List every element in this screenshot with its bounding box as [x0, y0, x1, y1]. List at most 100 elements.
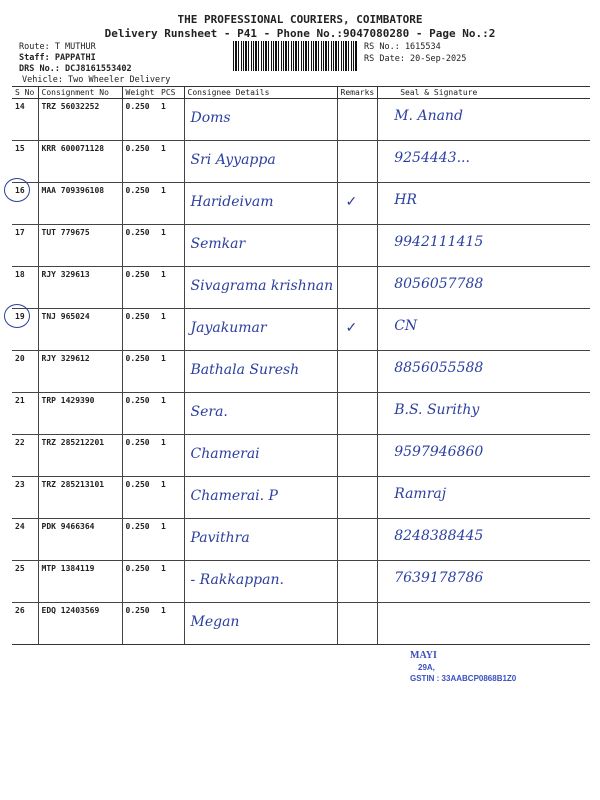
table-row: 25 MTP 1384119 0.250 1 - Rakkappan. 763917878… [12, 560, 590, 603]
cons-text: KRR 600071128 [41, 144, 105, 153]
handwritten-signature: CN [394, 318, 418, 334]
cons-text: TRZ 56032252 [41, 102, 100, 111]
weight-text: 0.250 [125, 606, 150, 615]
consignee-cell: Semkar [183, 224, 337, 267]
handwritten-consignee: Jayakumar [190, 320, 267, 336]
sno-cell: 14 [12, 98, 38, 141]
weight-cell: 0.250 [121, 266, 158, 309]
signature-cell: 9254443... [377, 140, 590, 183]
consignment-cell: KRR 600071128 [37, 140, 122, 183]
remarks-cell: ✓ [336, 308, 378, 351]
pcs-cell: 1 [158, 518, 184, 561]
remarks-cell [336, 434, 378, 477]
signature-cell: 8248388445 [377, 518, 590, 561]
remarks-cell [336, 392, 378, 435]
signature-cell: Ramraj [377, 476, 590, 519]
rs-no: RS No.: 1615534 [364, 42, 441, 52]
signature-cell: HR [377, 182, 590, 225]
table-row: 17 TUT 779675 0.250 1 Semkar 9942111415 [12, 224, 590, 267]
signature-cell: 7639178786 [377, 560, 590, 603]
consignment-cell: TRZ 56032252 [37, 98, 122, 141]
cons-text: MAA 709396108 [41, 186, 105, 195]
consignment-cell: MTP 1384119 [37, 560, 122, 603]
handwritten-signature: 8248388445 [394, 528, 484, 544]
col-consignee: Consignee Details [183, 86, 337, 99]
sno-text: 21 [15, 396, 25, 405]
stamp-gstin: GSTIN : 33AABCP0868B1Z0 [410, 674, 517, 683]
weight-cell: 0.250 [121, 518, 158, 561]
handwritten-remarks: ✓ [345, 194, 358, 210]
remarks-cell [336, 224, 378, 267]
sno-cell: 17 [12, 224, 38, 267]
pcs-cell: 1 [158, 392, 184, 435]
remarks-cell [336, 476, 378, 519]
signature-cell: 9597946860 [377, 434, 590, 477]
pcs-cell: 1 [158, 140, 184, 183]
col-signature: Seal & Signature [377, 86, 590, 99]
rs-date: RS Date: 20-Sep-2025 [364, 54, 467, 64]
pcs-cell: 1 [158, 224, 184, 267]
table-row: 14 TRZ 56032252 0.250 1 Doms M. Anand [12, 98, 590, 141]
pcs-cell: 1 [158, 266, 184, 309]
cons-text: PDK 9466364 [41, 522, 95, 531]
consignment-cell: TNJ 965024 [37, 308, 122, 351]
cons-text: TRZ 285213101 [41, 480, 105, 489]
pcs-text: 1 [161, 228, 166, 237]
consignment-cell: TRZ 285212201 [37, 434, 122, 477]
pcs-cell: 1 [158, 308, 184, 351]
staff: Staff: PAPPATHI [19, 53, 96, 63]
remarks-cell [336, 602, 378, 645]
sno-cell: 19 [4, 304, 38, 351]
table-row: 16 MAA 709396108 0.250 1 Harideivam ✓ HR [4, 178, 590, 225]
weight-cell: 0.250 [121, 476, 158, 519]
barcode [233, 41, 358, 71]
cons-text: RJY 329613 [41, 270, 90, 279]
stamp-address: 29A, [418, 663, 435, 672]
handwritten-signature: 9942111415 [394, 234, 484, 250]
weight-text: 0.250 [125, 438, 150, 447]
remarks-cell [336, 518, 378, 561]
remarks-cell [336, 98, 378, 141]
sno-text: 23 [15, 480, 25, 489]
sno-text: 24 [15, 522, 25, 531]
handwritten-consignee: Chamerai. P [190, 488, 278, 504]
weight-cell: 0.250 [121, 308, 158, 351]
col-consignment: Consignment No [37, 86, 122, 99]
remarks-cell [336, 560, 378, 603]
handwritten-consignee: Doms [190, 110, 231, 126]
pcs-text: 1 [161, 522, 166, 531]
table-row: 19 TNJ 965024 0.250 1 Jayakumar ✓ CN [4, 304, 590, 351]
sno-text: 15 [15, 144, 25, 153]
sno-cell: 15 [12, 140, 38, 183]
weight-cell: 0.250 [121, 182, 158, 225]
handwritten-signature: 9597946860 [394, 444, 484, 460]
handwritten-signature: Ramraj [394, 486, 447, 502]
weight-cell: 0.250 [121, 350, 158, 393]
cons-text: TNJ 965024 [41, 312, 90, 321]
route: Route: T MUTHUR [19, 42, 96, 52]
table-row: 20 RJY 329612 0.250 1 Bathala Suresh 88560555… [12, 350, 590, 393]
weight-cell: 0.250 [121, 140, 158, 183]
signature-cell: B.S. Surithy [377, 392, 590, 435]
consignment-cell: PDK 9466364 [37, 518, 122, 561]
handwritten-consignee: Bathala Suresh [190, 362, 300, 378]
sno-text: 14 [15, 102, 25, 111]
sno-cell: 24 [12, 518, 38, 561]
handwritten-remarks: ✓ [345, 320, 358, 336]
weight-text: 0.250 [125, 354, 150, 363]
col-sno: S No [12, 86, 38, 99]
pcs-text: 1 [161, 354, 166, 363]
seal-stamp: MAYI 29A, GSTIN : 33AABCP0868B1Z0 [410, 650, 516, 684]
weight-text: 0.250 [125, 186, 150, 195]
consignment-cell: RJY 329613 [37, 266, 122, 309]
weight-cell: 0.250 [121, 560, 158, 603]
weight-text: 0.250 [125, 270, 150, 279]
weight-text: 0.250 [125, 480, 150, 489]
table-row: 24 PDK 9466364 0.250 1 Pavithra 8248388445 [12, 518, 590, 561]
signature-cell: 9942111415 [377, 224, 590, 267]
weight-text: 0.250 [125, 522, 150, 531]
document-subtitle: Delivery Runsheet - P41 - Phone No.:9047… [104, 27, 496, 40]
weight-text: 0.250 [125, 564, 150, 573]
sno-cell: 18 [12, 266, 38, 309]
weight-text: 0.250 [125, 312, 150, 321]
